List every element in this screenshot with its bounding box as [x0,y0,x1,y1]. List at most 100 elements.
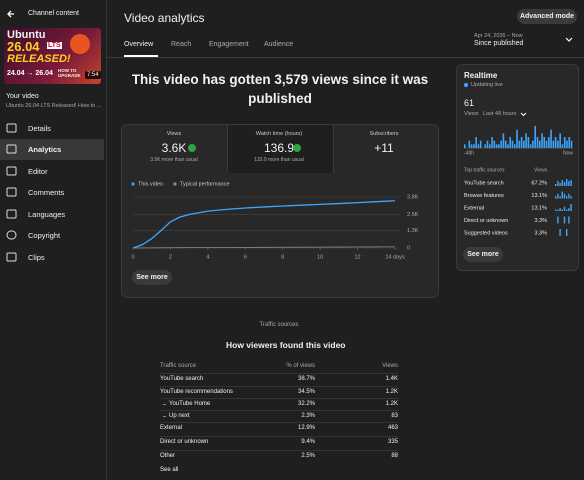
sparkline-bar [568,216,570,224]
tab[interactable]: Reach [171,41,192,48]
realtime-bar [498,144,500,148]
realtime-bar [468,140,471,148]
realtime-bar [475,137,477,148]
period[interactable]: Since published [474,40,524,47]
traffic-kicker: Traffic sources [259,322,299,328]
source-name: Direct or unknown [160,439,209,445]
source-value: 1.2K [385,389,398,395]
source-name: Other [160,453,176,459]
sparkline-bar [557,181,559,186]
realtime-bar [563,137,566,148]
source-value: 2.5% [301,453,315,459]
thumb-badge: LTS [47,42,62,49]
nav-item[interactable]: Comments [28,188,65,197]
realtime-bar [520,137,523,148]
nav-item[interactable]: Languages [28,210,66,219]
source-value: 1.4K [385,376,398,382]
thumb-text: 26.04 [7,39,40,54]
source-value: 38.7% [297,376,315,382]
realtime-bar [529,144,532,148]
sparkline-bar [563,182,566,186]
series-line [132,246,396,249]
headline: This video has gotten 3,579 views since … [131,72,429,106]
dropdown-icon[interactable] [520,112,527,117]
sparkline-bar [568,181,570,186]
realtime-bar [570,140,573,148]
source-value: 2.3% [301,413,315,419]
dropdown-icon[interactable] [565,37,573,43]
realtime-bar [566,140,568,148]
realtime-bar [486,140,489,148]
tab[interactable]: Audience [264,41,294,48]
sparkline-bar [559,208,561,211]
sparkline-bar [566,196,568,199]
realtime-bar [545,140,548,148]
y-tick-label: 0 [407,245,410,251]
video-title: Ubuntu 26.04 LTS Released! How to ... [6,103,102,109]
nav-item[interactable]: Analytics [28,145,62,154]
nav-icon [6,187,17,197]
realtime-chart: -48h Now Top traffic sources Views YouTube s… [464,126,573,236]
realtime-period[interactable]: Last 48 hours [483,111,517,117]
source-name: YouTube search [160,376,204,382]
tab[interactable]: Engagement [209,41,249,48]
x-tick-label: 8 [281,254,284,260]
up-icon [188,144,196,152]
source-value: 34.5% [297,389,315,395]
sparkline-bar [563,216,566,224]
realtime-bar [543,137,546,148]
legend-dot [131,182,135,186]
legend-label: Typical performance [180,181,230,187]
col-header: Views [534,167,548,173]
see-all[interactable]: See all [160,467,179,473]
realtime-bar [477,144,480,148]
nav-icon [6,123,17,133]
y-tick-label: 3.8K [407,194,419,200]
x-tick-label: 2 [169,254,172,260]
realtime-bar [495,144,498,148]
sparkline-bar [566,179,568,186]
thumb-logo [70,34,90,54]
see-more[interactable]: See more [132,270,172,285]
source-value: 335 [387,439,398,445]
source-name: External [160,425,183,431]
metric-selected [227,125,334,173]
source-value: 12.9% [297,425,315,431]
x-tick-label: 6 [244,254,247,260]
realtime-bar [548,137,550,148]
realtime-bar [493,140,496,148]
realtime-bar [491,137,493,148]
metric-value: 136.9 [263,141,295,155]
realtime-see-more[interactable]: See more [463,247,503,262]
nav-item[interactable]: Editor [28,167,48,176]
metric-value: +11 [374,141,394,155]
metric-label: Watch time (hours) [255,131,303,137]
row-divider [160,373,398,374]
source-value: 83 [391,413,398,419]
nav-item[interactable]: Copyright [28,231,61,240]
thumbnail[interactable]: Ubuntu 26.04 LTS RELEASED! 24.04 → 26.04… [4,28,101,84]
nav-icon [6,144,17,154]
sparkline-bar [555,209,557,211]
column-header: Traffic source [160,363,197,369]
nav-item[interactable]: Clips [28,253,45,262]
thumb-tag: HOW TO UPGRADE [58,68,81,78]
row-divider [160,422,398,423]
tab[interactable]: Overview [124,41,154,48]
source-value: 463 [387,425,398,431]
nav-item[interactable]: Details [28,124,51,133]
metric-value: 3.6K [161,141,187,155]
metric-label: Subscribers [369,131,399,137]
realtime-bar [502,133,505,148]
thumb-text: RELEASED! [7,53,71,65]
advanced-mode[interactable]: Advanced mode [517,9,577,24]
col-header: Top traffic sources [464,167,505,173]
sparkline-bar [570,180,572,186]
back-icon[interactable] [6,9,16,19]
source-name: Suggested videos [464,230,508,236]
realtime-bar [511,140,514,148]
sidebar-header: Channel content [28,10,79,17]
sparkline-bar [566,229,568,236]
realtime-bar [504,140,507,148]
source-value: 9.4% [301,439,315,445]
